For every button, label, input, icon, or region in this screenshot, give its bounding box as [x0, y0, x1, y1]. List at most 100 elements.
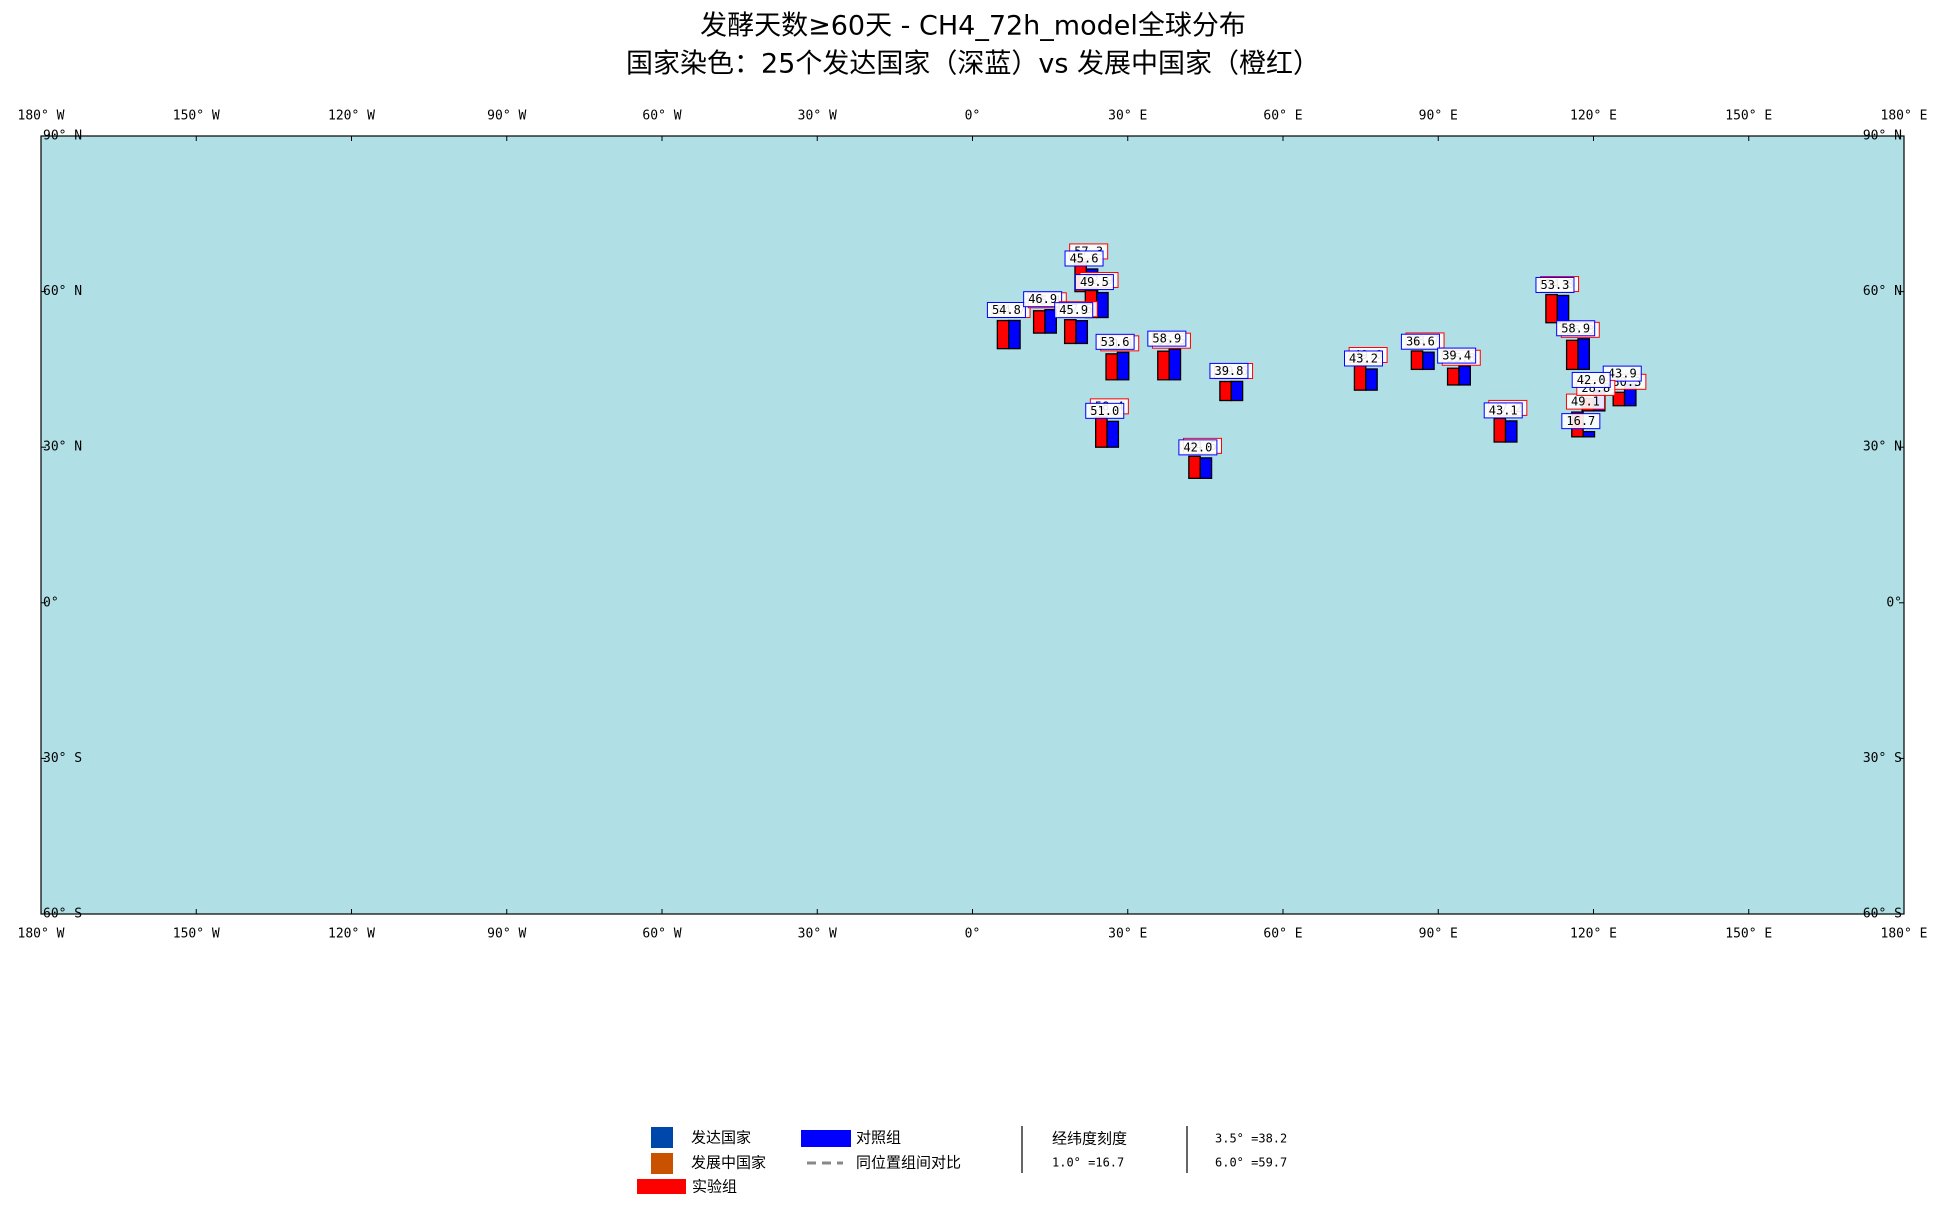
value-label: 16.7	[1566, 414, 1595, 428]
control-bar	[1096, 291, 1109, 319]
value-label-box	[1556, 320, 1596, 337]
sites	[996, 261, 1637, 479]
control-bar	[1504, 420, 1518, 443]
control-bar	[1199, 457, 1213, 479]
x-tick-label: 180° W	[18, 927, 65, 942]
value-label-box	[1343, 350, 1383, 367]
x-tick-label: 120° E	[1570, 927, 1617, 942]
legend-swatch	[651, 1153, 673, 1174]
legend-label: 发达国家	[691, 1129, 751, 1147]
x-tick-label: 30° W	[798, 927, 837, 942]
experimental-bar	[1032, 310, 1046, 334]
x-tick-label: 60° W	[642, 109, 681, 124]
x-tick-label: 120° W	[328, 109, 375, 124]
value-label: 43.9	[1608, 367, 1637, 381]
value-label: 42.0	[1183, 440, 1212, 454]
x-tick-label: 150° E	[1725, 109, 1772, 124]
value-label-box	[1178, 439, 1218, 456]
experimental-bar	[1565, 339, 1579, 371]
value-label: 46.9	[1028, 292, 1057, 306]
control-bar	[1230, 380, 1244, 402]
control-bar	[1365, 368, 1378, 391]
value-labels: 57.345.652.949.554.754.845.146.947.545.9…	[986, 243, 1647, 456]
control-bar	[1577, 338, 1591, 371]
x-tick-label: 30° E	[1108, 927, 1147, 942]
experimental-bar	[1545, 293, 1558, 324]
control-bar	[1106, 420, 1120, 448]
value-label: 36.6	[1406, 335, 1435, 349]
ocean	[41, 136, 1904, 914]
x-tick-label: 120° E	[1570, 109, 1617, 124]
control-bar	[1458, 365, 1471, 386]
x-tick-label: 150° W	[173, 927, 220, 942]
value-label: 42.0	[1577, 373, 1606, 387]
x-tick-label: 60° E	[1263, 109, 1302, 124]
y-tick-label: 60° S	[1863, 907, 1902, 922]
legend-label: 实验组	[692, 1178, 737, 1196]
control-bar	[1008, 319, 1021, 350]
x-tick-label: 60° W	[642, 927, 681, 942]
x-tick-label: 120° W	[328, 927, 375, 942]
value-label: 39.4	[1442, 349, 1471, 363]
value-label-box	[986, 301, 1026, 318]
legend-swatch	[651, 1127, 673, 1148]
y-tick-label: 90° N	[1863, 129, 1902, 144]
value-label-box	[1400, 333, 1440, 350]
legend-swatch	[801, 1130, 851, 1147]
experimental-bar	[1105, 353, 1119, 381]
x-tick-label: 30° W	[798, 109, 837, 124]
x-tick-label: 150° W	[173, 109, 220, 124]
experimental-bar	[1095, 416, 1108, 448]
experimental-bar	[1353, 364, 1367, 391]
value-label-box	[1571, 371, 1611, 388]
value-label-box	[1074, 274, 1114, 291]
y-tick-label: 30° N	[43, 440, 82, 455]
value-label: 51.0	[1090, 404, 1119, 418]
ticks: 180° W 180° W 150° W 150° W 120° W 120° W 90° …	[18, 109, 1928, 942]
value-label: 58.9	[1152, 332, 1181, 346]
x-tick-label: 180° E	[1881, 109, 1928, 124]
experimental-bar	[1446, 367, 1460, 386]
x-tick-label: 90° W	[487, 109, 526, 124]
x-tick-label: 0°	[965, 927, 981, 942]
y-tick-label: 60° N	[43, 284, 82, 299]
x-tick-label: 90° E	[1419, 109, 1458, 124]
x-tick-label: 90° W	[487, 927, 526, 942]
scale-label: 3.5° =38.2	[1215, 1132, 1287, 1146]
scale-title: 经纬度刻度	[1052, 1130, 1127, 1148]
value-label-box	[1561, 413, 1601, 430]
chart-subtitle: 国家染色：25个发达国家（深蓝）vs 发展中国家（橙红）	[626, 49, 1320, 80]
y-tick-label: 30° S	[43, 751, 82, 766]
x-tick-label: 0°	[965, 109, 981, 124]
y-tick-label: 0°	[1886, 595, 1902, 610]
legend-swatch	[637, 1179, 686, 1194]
value-label: 45.6	[1070, 251, 1099, 265]
control-bar	[1116, 351, 1130, 381]
legend-label: 同位置组间对比	[856, 1154, 961, 1172]
value-label: 45.9	[1059, 303, 1088, 317]
control-bar	[1044, 309, 1057, 334]
value-label-box	[1095, 333, 1135, 350]
value-label-box	[1483, 402, 1523, 419]
experimental-bar	[1493, 417, 1507, 443]
value-label: 43.1	[1489, 403, 1518, 417]
y-tick-label: 60° N	[1863, 284, 1902, 299]
y-tick-label: 60° S	[43, 907, 82, 922]
experimental-bar	[1063, 319, 1077, 345]
y-tick-label: 90° N	[43, 129, 82, 144]
value-label-box	[1147, 330, 1187, 347]
experimental-bar	[996, 319, 1010, 350]
value-label-box	[1437, 347, 1477, 364]
chart-title: 发酵天数≥60天 - CH4_72h_model全球分布	[700, 11, 1246, 42]
x-tick-label: 30° E	[1108, 109, 1147, 124]
x-tick-label: 150° E	[1725, 927, 1772, 942]
legend-label: 发展中国家	[691, 1154, 766, 1172]
value-label-box	[1535, 276, 1575, 293]
value-label: 58.9	[1561, 321, 1590, 335]
value-label-box	[1085, 402, 1125, 419]
control-bar	[1168, 348, 1182, 381]
y-tick-label: 0°	[43, 595, 59, 610]
value-label: 54.8	[992, 303, 1021, 317]
